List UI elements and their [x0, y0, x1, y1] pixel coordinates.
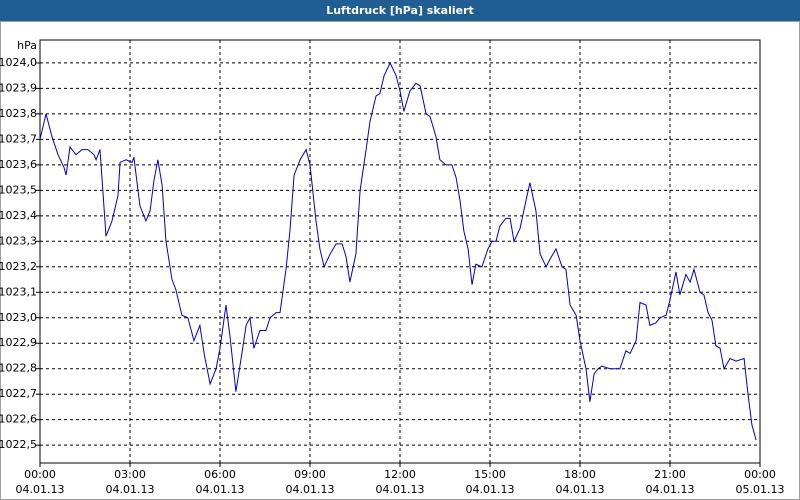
y-tick-label: 1023,4: [0, 209, 37, 222]
x-tick-date: 04.01.13: [196, 483, 245, 496]
y-tick-label: 1023,7: [0, 132, 37, 145]
y-tick-label: 1024,0: [0, 56, 37, 69]
y-tick-label: 1022,7: [0, 387, 37, 400]
y-tick-label: 1022,6: [0, 413, 37, 426]
y-tick-label: 1022,9: [0, 336, 37, 349]
y-tick-label: 1023,6: [0, 158, 37, 171]
x-tick-label: 06:00: [204, 468, 236, 481]
chart-title: Luftdruck [hPa] skaliert: [326, 4, 474, 17]
x-tick-date: 04.01.13: [16, 483, 65, 496]
title-bar: [0, 0, 800, 21]
x-tick-date: 04.01.13: [376, 483, 425, 496]
data-line: [39, 61, 757, 441]
x-tick-label: 03:00: [114, 468, 146, 481]
x-tick-label: 00:00: [744, 468, 776, 481]
x-tick-label: 18:00: [564, 468, 596, 481]
y-tick-label: 1022,8: [0, 362, 37, 375]
x-tick-label: 09:00: [294, 468, 326, 481]
x-tick-label: 15:00: [474, 468, 506, 481]
x-tick-date: 05.01.13: [736, 483, 785, 496]
x-tick-date: 04.01.13: [286, 483, 335, 496]
y-tick-label: 1023,9: [0, 81, 37, 94]
x-tick-date: 04.01.13: [646, 483, 695, 496]
y-tick-label: 1023,2: [0, 260, 37, 273]
plot-border: [39, 39, 761, 464]
y-tick-label: 1023,8: [0, 107, 37, 120]
x-tick-label: 21:00: [654, 468, 686, 481]
x-tick-date: 04.01.13: [466, 483, 515, 496]
y-tick-label: 1023,5: [0, 183, 37, 196]
x-tick-date: 04.01.13: [106, 483, 155, 496]
y-tick-label: 1023,1: [0, 285, 37, 298]
x-tick-date: 04.01.13: [556, 483, 605, 496]
y-tick-label: 1023,3: [0, 234, 37, 247]
x-tick-label: 00:00: [24, 468, 56, 481]
x-tick-label: 12:00: [384, 468, 416, 481]
y-tick-label: 1022,5: [0, 438, 37, 451]
y-tick-label: 1023,0: [0, 311, 37, 324]
y-axis-label: hPa: [17, 39, 37, 52]
